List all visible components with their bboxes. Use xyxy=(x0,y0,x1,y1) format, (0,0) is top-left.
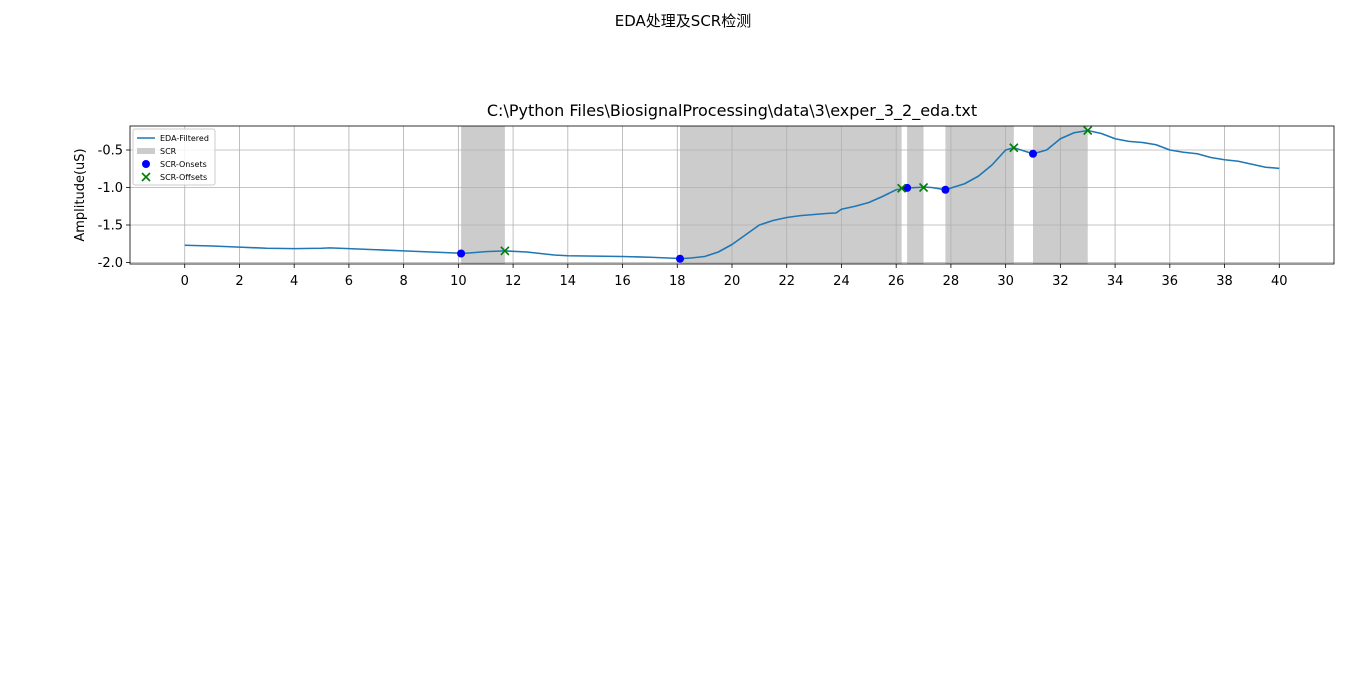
x-tick-label: 30 xyxy=(997,274,1014,289)
y-tick-label: -1.0 xyxy=(98,181,123,196)
x-tick-label: 8 xyxy=(399,274,407,289)
x-tick-label: 14 xyxy=(560,274,577,289)
legend-swatch-onsets xyxy=(142,160,150,168)
y-tick-label: -1.5 xyxy=(98,219,123,234)
x-tick-label: 4 xyxy=(290,274,298,289)
x-tick-label: 36 xyxy=(1162,274,1179,289)
figure-title: EDA处理及SCR检测 xyxy=(614,12,752,30)
scr-region xyxy=(461,126,505,264)
y-tick-label: -2.0 xyxy=(98,256,123,271)
x-tick-label: 0 xyxy=(181,274,189,289)
legend-swatch-scr xyxy=(137,148,155,154)
axes-title: C:\Python Files\BiosignalProcessing\data… xyxy=(487,101,977,121)
grid xyxy=(130,126,1334,264)
scr-onset-point xyxy=(676,254,685,263)
legend-entry-scr: SCR xyxy=(160,147,177,156)
x-tick-label: 24 xyxy=(833,274,850,289)
x-tick-label: 34 xyxy=(1107,274,1124,289)
scr-region xyxy=(945,126,1014,264)
legend: EDA-Filtered SCR SCR-Onsets SCR-Offsets xyxy=(132,128,216,186)
legend-entry-offsets: SCR-Offsets xyxy=(160,173,207,182)
scr-offset-point xyxy=(500,246,510,256)
ticks: 0 2 4 6 8 10 12 14 16 18 20 22 24 26 28 30 32 34 36 38 40-2.… xyxy=(98,144,1288,290)
scr-region xyxy=(907,126,924,264)
scr-onset-point xyxy=(1029,149,1037,158)
x-tick-label: 2 xyxy=(235,274,243,289)
x-tick-label: 12 xyxy=(505,274,522,289)
scr-offset-point xyxy=(918,182,929,193)
legend-box xyxy=(132,128,216,186)
x-tick-label: 6 xyxy=(345,274,353,289)
scr-offset-point xyxy=(1009,143,1019,153)
y-tick-label: -0.5 xyxy=(98,144,123,159)
x-tick-label: 22 xyxy=(778,274,795,289)
legend-entry-onsets: SCR-Onsets xyxy=(160,160,207,169)
x-tick-label: 38 xyxy=(1216,274,1233,289)
x-tick-label: 40 xyxy=(1271,274,1288,289)
scr-regions xyxy=(461,126,1088,264)
x-tick-label: 26 xyxy=(888,274,905,289)
x-tick-label: 28 xyxy=(943,274,960,289)
x-tick-label: 32 xyxy=(1052,274,1069,289)
legend-swatch-offsets xyxy=(141,172,151,182)
scr-onset-point xyxy=(457,249,466,258)
x-tick-label: 16 xyxy=(614,274,631,289)
x-tick-label: 20 xyxy=(724,274,741,289)
scr-offset-point xyxy=(1083,125,1093,136)
y-axis-label: Amplitude(uS) xyxy=(73,148,88,241)
x-tick-label: 10 xyxy=(450,274,467,289)
scr-region xyxy=(680,126,902,264)
scr-onset-point xyxy=(941,185,950,194)
scr-offset-point xyxy=(897,183,907,193)
legend-entry-eda: EDA-Filtered xyxy=(160,134,209,143)
markers xyxy=(457,125,1093,263)
x-tick-label: 18 xyxy=(669,274,686,289)
